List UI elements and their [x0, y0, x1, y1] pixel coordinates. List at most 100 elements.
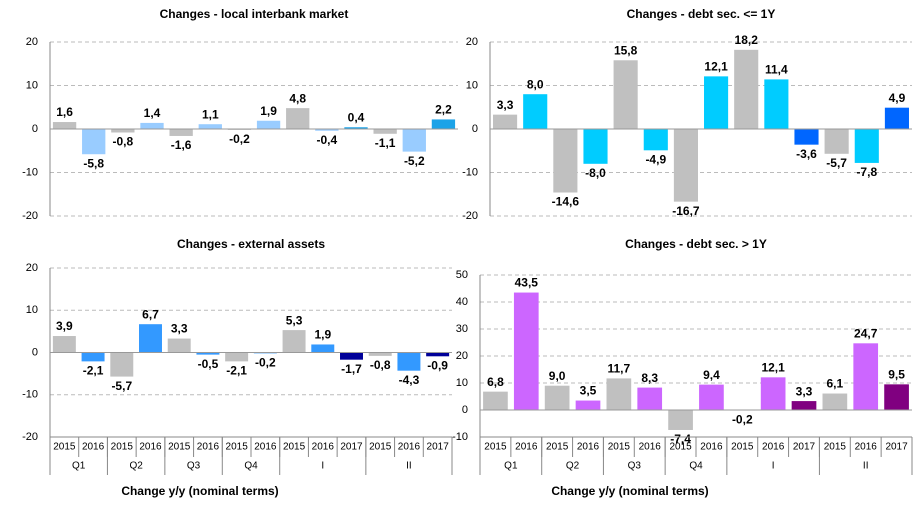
x-tick-label: 2016: [312, 442, 335, 453]
x-tick-label: 2015: [484, 442, 507, 453]
bar: [397, 352, 421, 371]
bar: [884, 107, 909, 129]
bar: [256, 120, 281, 129]
bar: [198, 124, 222, 129]
y-tick-label: 50: [456, 269, 468, 281]
group-label: Q1: [72, 461, 86, 472]
group-label: Q4: [244, 461, 258, 472]
x-tick-label: 2016: [515, 442, 538, 453]
data-label: 11,4: [765, 63, 788, 77]
bar: [315, 129, 339, 131]
data-label: -7,4: [670, 432, 691, 446]
y-tick-label: -10: [22, 166, 38, 178]
bar: [824, 129, 849, 154]
group-label: Q2: [129, 461, 143, 472]
data-label: 12,1: [761, 361, 785, 375]
data-label: 24,7: [854, 326, 878, 340]
x-tick-label: 2016: [855, 442, 878, 453]
y-tick-label: -10: [22, 389, 38, 401]
data-label: 12,1: [704, 60, 728, 74]
bar: [167, 338, 191, 353]
x-tick-label: 2015: [669, 442, 692, 453]
x-tick-label: 2015: [111, 442, 134, 453]
x-tick-label: 2016: [398, 442, 421, 453]
group-label: Q1: [504, 461, 518, 472]
bar: [431, 119, 456, 129]
y-tick-label: 10: [26, 79, 38, 91]
y-tick-label: 40: [456, 296, 468, 308]
bar: [764, 79, 789, 129]
bar: [822, 393, 848, 410]
data-label: -4,9: [645, 152, 666, 166]
group-label: I: [772, 461, 775, 472]
data-label: 11,7: [608, 362, 631, 376]
group-label: Q2: [566, 461, 580, 472]
data-label: 1,9: [260, 104, 277, 118]
data-label: 9,5: [888, 368, 905, 382]
group-label: II: [406, 461, 412, 472]
bar: [82, 129, 106, 155]
data-label: -0,2: [229, 132, 250, 146]
data-label: -1,7: [341, 362, 362, 376]
x-tick-label: 2015: [608, 442, 631, 453]
data-label: -0,4: [317, 133, 338, 147]
data-label: -1,6: [171, 138, 192, 152]
bar: [402, 129, 426, 152]
group-label: I: [321, 461, 324, 472]
data-label: -14,6: [552, 195, 580, 209]
chart-title: Changes - debt sec. > 1Y: [625, 237, 767, 251]
bar: [544, 385, 570, 410]
x-tick-label: 2016: [577, 442, 600, 453]
y-tick-label: -20: [462, 210, 478, 222]
x-tick-label: 2016: [254, 442, 277, 453]
y-tick-label: -10: [452, 431, 468, 443]
y-tick-label: 0: [462, 404, 468, 416]
bar: [643, 129, 668, 151]
y-tick-label: -20: [22, 210, 38, 222]
x-tick-label: 2016: [700, 442, 723, 453]
y-tick-label: 30: [456, 323, 468, 335]
data-label: -0,5: [198, 357, 219, 371]
data-label: -4,3: [399, 373, 420, 387]
bar: [139, 324, 162, 353]
bar: [373, 129, 397, 134]
x-tick-label: 2015: [731, 442, 754, 453]
bar: [613, 60, 638, 129]
data-label: 6,1: [827, 377, 844, 391]
chart-title: Changes - local interbank market: [160, 7, 349, 21]
data-label: -8,0: [585, 166, 606, 180]
data-label: 1,1: [202, 107, 219, 121]
bar: [583, 129, 608, 164]
data-label: 0,4: [348, 110, 365, 124]
x-tick-label: 2015: [283, 442, 306, 453]
data-label: 3,3: [171, 322, 188, 336]
bar: [52, 122, 77, 129]
group-label: II: [863, 461, 869, 472]
chart-title: Changes - external assets: [177, 237, 325, 251]
y-tick-label: 20: [466, 36, 478, 48]
data-label: -2,1: [226, 364, 247, 378]
data-label: 1,6: [56, 105, 73, 119]
bar: [699, 384, 724, 410]
bar: [794, 129, 819, 145]
x-tick-label: 2017: [885, 442, 908, 453]
data-label: 2,2: [435, 103, 452, 117]
bar: [637, 387, 663, 410]
group-label: Q3: [628, 461, 642, 472]
y-tick-label: 10: [456, 377, 468, 389]
data-label: 18,2: [735, 33, 759, 47]
bar: [110, 352, 134, 377]
y-tick-label: 20: [456, 350, 468, 362]
y-tick-label: -20: [22, 431, 38, 443]
bar: [553, 129, 578, 193]
data-label: -16,7: [672, 204, 700, 218]
bar: [311, 344, 335, 353]
group-label: Q3: [187, 461, 201, 472]
bar: [169, 129, 193, 136]
bar: [673, 129, 698, 202]
x-tick-label: 2016: [139, 442, 162, 453]
data-label: 3,5: [580, 384, 597, 398]
y-tick-label: 20: [26, 262, 38, 274]
data-label: -0,2: [732, 413, 753, 427]
